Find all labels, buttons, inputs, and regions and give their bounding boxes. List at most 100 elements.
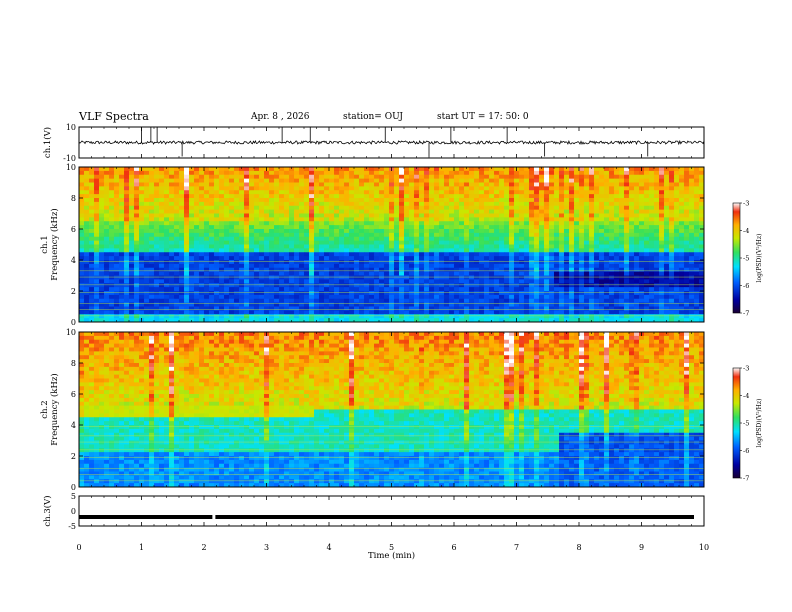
spectrogram-cell <box>674 170 680 176</box>
spectrogram-cell <box>594 256 600 261</box>
spectrogram-cell <box>249 186 255 191</box>
spectrogram-cell <box>544 271 550 276</box>
spectrogram-cell <box>454 232 460 238</box>
spectrogram-cell <box>344 244 350 249</box>
spectrogram-cell <box>294 271 300 276</box>
spectrogram-cell <box>184 294 190 300</box>
spectrogram-cell <box>699 198 705 203</box>
spectrogram-cell <box>174 174 180 180</box>
spectrogram-cell <box>459 306 465 311</box>
spectrogram-cell <box>604 201 610 207</box>
spectrogram-cell <box>94 209 100 214</box>
spectrogram-cell <box>194 283 200 288</box>
spectrogram-cell <box>529 248 535 253</box>
spectrogram-cell <box>104 263 110 269</box>
spectrogram-cell <box>539 167 545 172</box>
spectrogram-cell <box>249 205 255 211</box>
spectrogram-cell <box>369 186 375 191</box>
spectrogram-cell <box>404 302 410 307</box>
spectrogram-cell <box>569 267 575 273</box>
spectrogram-cell <box>574 170 580 176</box>
spectrogram-cell <box>374 209 380 214</box>
spectrogram-cell <box>234 209 240 214</box>
spectrogram-cell <box>344 232 350 238</box>
spectrogram-cell <box>254 267 260 273</box>
spectrogram-cell <box>419 201 425 207</box>
spectrogram-cell <box>179 294 185 300</box>
spectrogram-cell <box>689 306 695 311</box>
spectrogram-cell <box>334 190 340 195</box>
spectrogram-cell <box>639 294 645 300</box>
spectrogram-cell <box>199 279 205 284</box>
spectrogram-cell <box>399 252 405 257</box>
spectrogram-cell <box>244 201 250 207</box>
spectrogram-cell <box>224 213 230 218</box>
spectrogram-cell <box>174 256 180 261</box>
spectrogram-cell <box>319 291 325 296</box>
spectrogram-cell <box>339 232 345 238</box>
spectrogram-cell <box>534 225 540 230</box>
spectrogram-cell <box>449 263 455 269</box>
spectrogram-cell <box>199 294 205 300</box>
spectrogram-cell <box>484 170 490 176</box>
spectrogram-cell <box>479 279 485 284</box>
spectrogram-cell <box>624 229 630 234</box>
spectrogram-cell <box>649 275 655 280</box>
spectrogram-cell <box>499 279 505 284</box>
spectrogram-cell <box>214 174 220 180</box>
spectrogram-cell <box>204 225 210 230</box>
spectrogram-cell <box>324 248 330 253</box>
spectrogram-cell <box>219 275 225 280</box>
spectrogram-cell <box>539 174 545 180</box>
spectrogram-cell <box>444 310 450 315</box>
spectrogram-cell <box>189 248 195 253</box>
spectrogram-cell <box>679 205 685 211</box>
spectrogram-cell <box>324 217 330 222</box>
spectrogram-cell <box>464 314 470 319</box>
spectrogram-cell <box>199 190 205 195</box>
spectrogram-cell <box>379 225 385 230</box>
spectrogram-cell <box>104 298 110 304</box>
spectrogram-cell <box>274 302 280 307</box>
spectrogram-cell <box>684 283 690 288</box>
spectrogram-cell <box>654 267 660 273</box>
spectrogram-cell <box>404 178 410 183</box>
spectrogram-cell <box>429 244 435 249</box>
spectrogram-cell <box>334 186 340 191</box>
spectrogram-cell <box>264 198 270 203</box>
spectrogram-cell <box>534 279 540 284</box>
spectrogram-cell <box>534 167 540 172</box>
spectrogram-cell <box>199 248 205 253</box>
spectrogram-cell <box>519 298 525 304</box>
spectrogram-cell <box>204 217 210 222</box>
spectrogram-cell <box>224 182 230 187</box>
spectrogram-cell <box>544 310 550 315</box>
spectrogram-cell <box>224 252 230 257</box>
spectrogram-cell <box>539 225 545 230</box>
spectrogram-cell <box>384 310 390 315</box>
spectrogram-cell <box>399 291 405 296</box>
spectrogram-cell <box>609 267 615 273</box>
spectrogram-cell <box>264 263 270 269</box>
spectrogram-cell <box>654 201 660 207</box>
spectrogram-cell <box>424 190 430 195</box>
spectrogram-cell <box>654 275 660 280</box>
spectrogram-cell <box>84 186 90 191</box>
spectrogram-cell <box>574 198 580 203</box>
spectrogram-cell <box>404 186 410 191</box>
spectrogram-cell <box>269 314 275 319</box>
spectrogram-cell <box>99 248 105 253</box>
spectrogram-cell <box>434 229 440 234</box>
spectrogram-cell <box>454 252 460 257</box>
spectrogram-cell <box>549 275 555 280</box>
spectrogram-cell <box>199 217 205 222</box>
spectrogram-cell <box>484 174 490 180</box>
spectrogram-cell <box>194 252 200 257</box>
spectrogram-cell <box>359 167 365 172</box>
spectrogram-cell <box>94 178 100 183</box>
spectrogram-cell <box>379 291 385 296</box>
spectrogram-cell <box>104 314 110 319</box>
spectrogram-cell <box>509 248 515 253</box>
spectrogram-cell <box>179 244 185 249</box>
spectrogram-cell <box>89 267 95 273</box>
